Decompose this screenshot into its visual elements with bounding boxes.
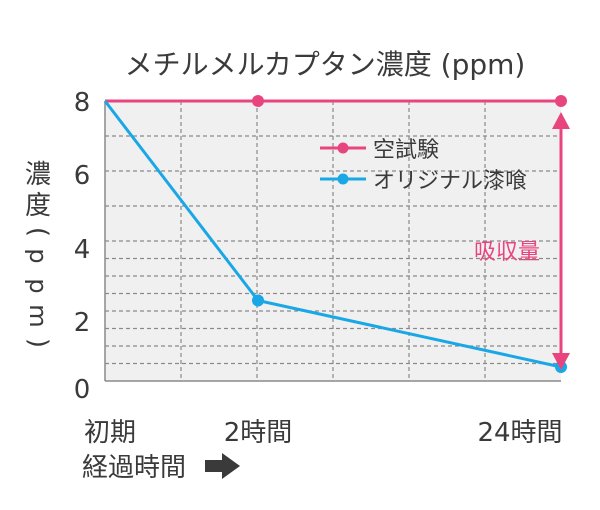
y-axis-label-paren-close: ) [23,338,53,348]
legend-label-original-plaster: オリジナル漆喰 [373,169,527,194]
x-tick-label-2h: 2時間 [224,418,293,448]
legend: 空試験 オリジナル漆喰 [320,138,527,194]
x-tick-label-24h: 24時間 [477,418,562,448]
y-tick-label-0: 0 [74,375,91,405]
y-tick-label-4: 4 [74,235,91,265]
x-tick-label-initial: 初期 [84,418,136,448]
y-axis-label-char-1: 濃 [25,160,51,190]
right-arrow-icon [205,453,240,479]
legend-marker-original-plaster [337,173,349,185]
y-tick-label-8: 8 [74,88,91,118]
y-tick-label-2: 2 [74,308,91,338]
data-point-original-plaster-1 [252,294,264,307]
y-axis-label-paren-open: ( [23,227,53,237]
y-tick-label-6: 6 [74,161,91,191]
absorption-arrow-head-up [552,112,570,129]
legend-marker-blank-test [337,142,349,154]
y-axis-label-char-p1: p [24,248,52,263]
y-axis-label-char-2: 度 [25,191,51,221]
x-axis-label: 経過時間 [82,453,186,483]
data-point-blank-test-1 [252,95,264,107]
chart-title: メチルメルカプタン濃度 (ppm) [125,48,526,81]
absorption-arrow-head-down [552,353,570,370]
legend-label-blank-test: 空試験 [373,138,439,163]
axes [104,101,561,382]
data-point-blank-test-2 [555,95,567,107]
y-axis-label-char-m: m [24,304,52,327]
absorption-annotation-label: 吸収量 [474,240,540,265]
y-axis-label-char-p2: p [24,278,52,293]
